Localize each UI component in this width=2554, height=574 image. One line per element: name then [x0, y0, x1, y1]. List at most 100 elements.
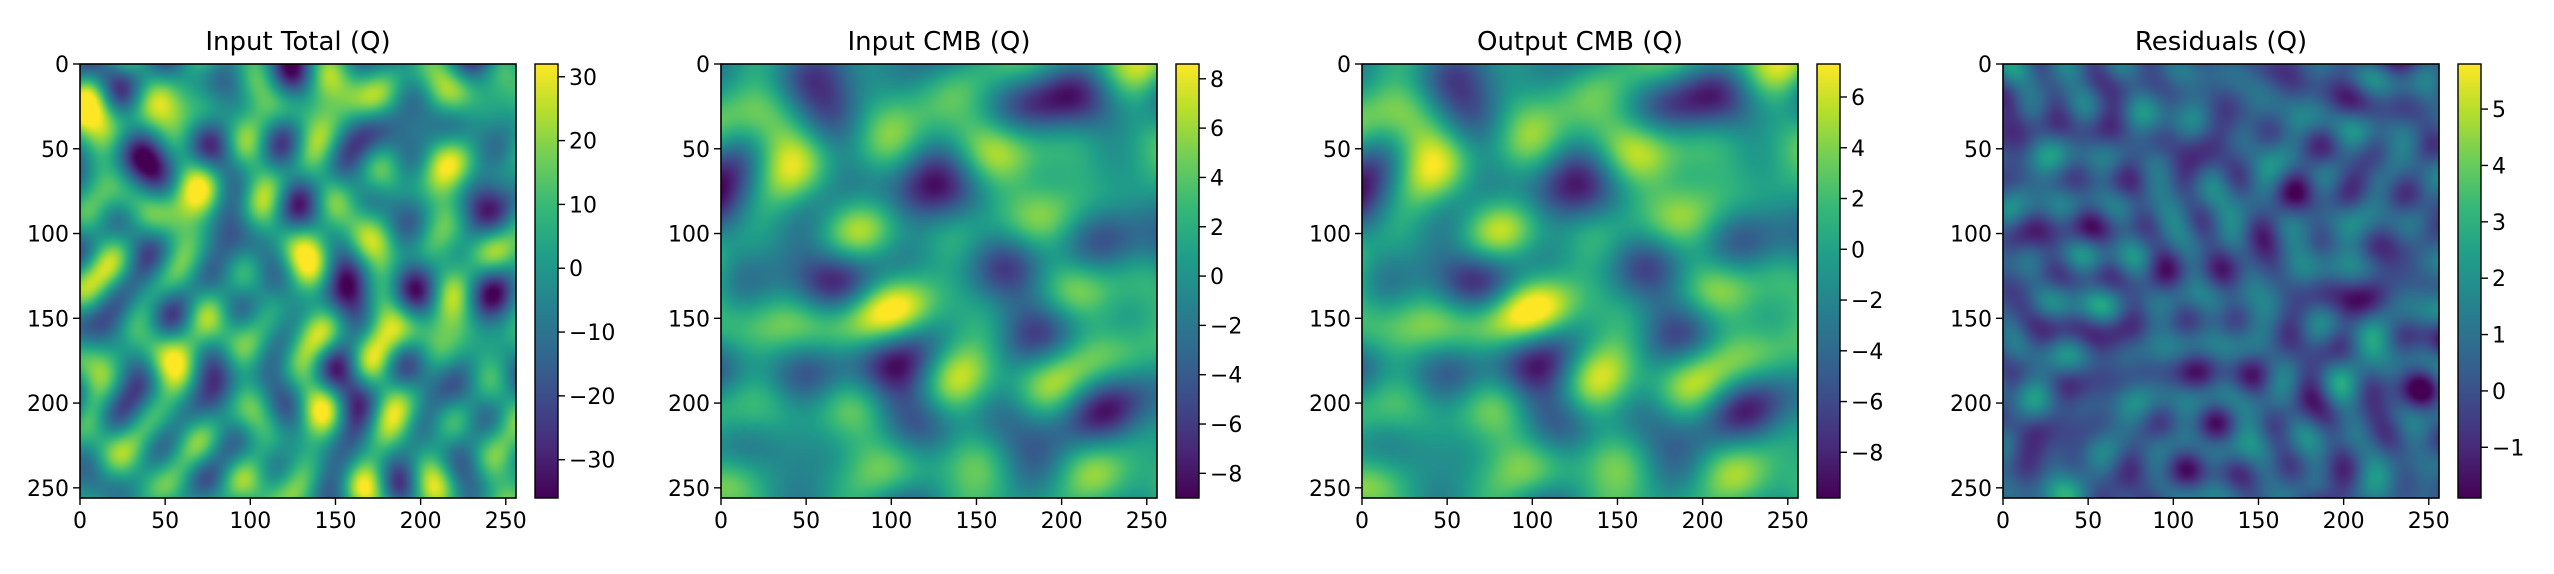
y-tick-label: 100 [1950, 223, 1992, 248]
colorbar-tick-label: 6 [1210, 117, 1224, 142]
panel-title: Input CMB (Q) [847, 27, 1030, 57]
x-tick-label: 200 [400, 509, 442, 534]
x-tick-label: 150 [955, 509, 997, 534]
x-tick-label: 200 [1041, 509, 1083, 534]
colorbar-tick-label: 0 [2492, 380, 2506, 405]
y-tick-label: 100 [1309, 223, 1351, 248]
colorbar-tick-label: 5 [2492, 98, 2506, 123]
plot-frame [1361, 63, 1799, 499]
colorbar-tick-label: 8 [1210, 68, 1224, 93]
colorbar [1175, 63, 1200, 499]
colorbar [2457, 63, 2482, 499]
y-tick-label: 0 [55, 53, 69, 78]
colorbar-tick-label: 1 [2492, 324, 2506, 349]
heatmap-image [1362, 64, 1798, 498]
y-tick-label: 150 [1950, 307, 1992, 332]
colorbar-tick-label: 0 [1851, 238, 1865, 263]
colorbar-tick-label: −8 [1210, 462, 1242, 487]
x-tick-label: 50 [2074, 509, 2102, 534]
colorbar-tick-label: 4 [1851, 137, 1865, 162]
heatmap-panel: Output CMB (Q)0 50 100 150 200 25005010015020… [1309, 27, 1883, 534]
panel-title: Residuals (Q) [2135, 27, 2307, 57]
colorbar-tick-label: 4 [2492, 154, 2506, 179]
x-tick-label: 150 [2237, 509, 2279, 534]
heatmap-image [80, 64, 516, 498]
y-tick-label: 200 [27, 392, 69, 417]
x-tick-label: 50 [1433, 509, 1461, 534]
y-tick-label: 50 [682, 138, 710, 163]
y-tick-label: 50 [1323, 138, 1351, 163]
y-tick-label: 200 [1309, 392, 1351, 417]
colorbar [1816, 63, 1841, 499]
heatmap-panel: Input CMB (Q)0 50 100 150 200 250050100150200… [668, 27, 1242, 534]
x-tick-label: 150 [1596, 509, 1638, 534]
colorbar-tick-label: 0 [1210, 265, 1224, 290]
colorbar-tick-label: −2 [1851, 289, 1883, 314]
y-tick-label: 250 [27, 477, 69, 502]
x-tick-label: 0 [73, 509, 87, 534]
x-tick-label: 50 [151, 509, 179, 534]
y-tick-label: 250 [668, 477, 710, 502]
heatmap-image [721, 64, 1157, 498]
colorbar-tick-label: −20 [569, 385, 615, 410]
y-tick-label: 100 [668, 223, 710, 248]
x-tick-label: 0 [714, 509, 728, 534]
y-tick-label: 200 [1950, 392, 1992, 417]
x-tick-label: 250 [1767, 509, 1809, 534]
colorbar-tick-label: −30 [569, 449, 615, 474]
y-tick-label: 50 [41, 138, 69, 163]
colorbar-tick-label: 6 [1851, 86, 1865, 111]
x-tick-label: 100 [1511, 509, 1553, 534]
colorbar-tick-label: −4 [1851, 340, 1883, 365]
colorbar-tick-label: 30 [569, 66, 597, 91]
heatmap-image [2003, 64, 2439, 498]
colorbar-tick-label: 3 [2492, 211, 2506, 236]
y-tick-label: 150 [668, 307, 710, 332]
colorbar-tick-label: 20 [569, 130, 597, 155]
heatmap-panel: Input Total (Q)0 50 100 150 200 2500501001502… [27, 27, 615, 534]
colorbar-tick-label: −6 [1210, 413, 1242, 438]
x-tick-label: 100 [229, 509, 271, 534]
colorbar-tick-label: −2 [1210, 314, 1242, 339]
plot-frame [79, 63, 517, 499]
colorbar-tick-label: −4 [1210, 364, 1242, 389]
colorbar-tick-label: 2 [2492, 267, 2506, 292]
y-tick-label: 0 [1978, 53, 1992, 78]
colorbar-tick-label: −10 [569, 321, 615, 346]
colorbar-tick-label: −8 [1851, 441, 1883, 466]
colorbar-tick-label: 2 [1851, 188, 1865, 213]
x-tick-label: 0 [1355, 509, 1369, 534]
x-tick-label: 150 [314, 509, 356, 534]
x-tick-label: 200 [2323, 509, 2365, 534]
colorbar-tick-label: 4 [1210, 166, 1224, 191]
x-tick-label: 250 [2408, 509, 2450, 534]
plot-frame [2002, 63, 2440, 499]
x-tick-label: 0 [1996, 509, 2010, 534]
colorbar-tick-label: 10 [569, 193, 597, 218]
colorbar-tick-label: 2 [1210, 216, 1224, 241]
y-tick-label: 100 [27, 223, 69, 248]
y-tick-label: 50 [1964, 138, 1992, 163]
colorbar-tick-label: −6 [1851, 391, 1883, 416]
x-tick-label: 250 [485, 509, 527, 534]
y-tick-label: 150 [1309, 307, 1351, 332]
x-tick-label: 200 [1682, 509, 1724, 534]
y-tick-label: 0 [1337, 53, 1351, 78]
x-tick-label: 50 [792, 509, 820, 534]
y-tick-label: 250 [1309, 477, 1351, 502]
y-tick-label: 0 [696, 53, 710, 78]
panel-title: Input Total (Q) [205, 27, 390, 57]
x-tick-label: 100 [2152, 509, 2194, 534]
colorbar-tick-label: −1 [2492, 436, 2524, 461]
x-tick-label: 100 [870, 509, 912, 534]
x-tick-label: 250 [1126, 509, 1168, 534]
y-tick-label: 200 [668, 392, 710, 417]
y-tick-label: 250 [1950, 477, 1992, 502]
colorbar [534, 63, 559, 499]
panel-title: Output CMB (Q) [1477, 27, 1683, 57]
heatmap-panel: Residuals (Q)0 50 100 150 200 250050100150200… [1950, 27, 2524, 534]
colorbar-tick-label: 0 [569, 257, 583, 282]
y-tick-label: 150 [27, 307, 69, 332]
plot-frame [720, 63, 1158, 499]
